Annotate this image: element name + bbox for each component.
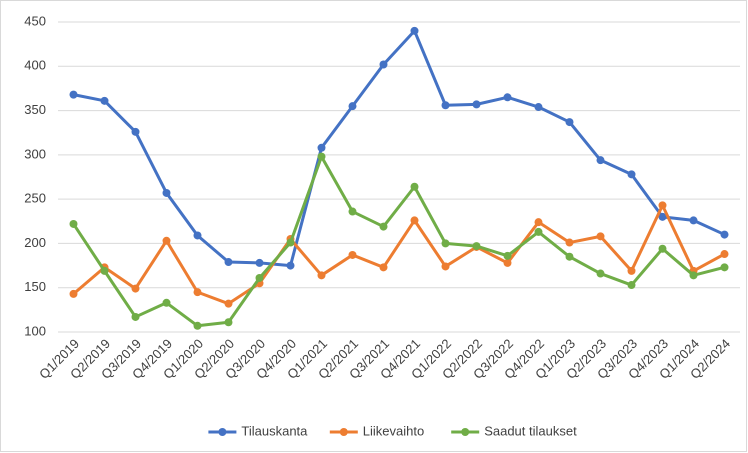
data-point	[131, 127, 140, 136]
data-point	[348, 250, 357, 259]
series-line	[72, 203, 726, 306]
data-point	[255, 258, 264, 267]
data-point	[193, 231, 202, 240]
legend-label: Saadut tilaukset	[484, 423, 577, 438]
data-point	[410, 26, 419, 35]
data-point	[379, 60, 388, 69]
y-tick-label: 450	[24, 13, 46, 28]
data-point	[69, 289, 78, 298]
data-point	[534, 218, 543, 227]
data-point	[534, 227, 543, 236]
data-point	[720, 230, 729, 239]
data-point	[224, 258, 233, 267]
data-point	[627, 266, 636, 275]
data-point	[627, 281, 636, 290]
data-point	[348, 102, 357, 111]
data-point	[286, 261, 295, 270]
data-point	[69, 219, 78, 228]
data-point	[410, 216, 419, 225]
data-point	[162, 298, 171, 307]
data-point	[441, 101, 450, 110]
data-point	[224, 318, 233, 327]
y-tick-label: 200	[24, 235, 46, 250]
legend-label: Liikevaihto	[363, 423, 424, 438]
data-point	[689, 271, 698, 280]
data-point	[596, 232, 605, 241]
data-point	[224, 299, 233, 308]
data-point	[596, 269, 605, 278]
y-tick-label: 150	[24, 279, 46, 294]
data-point	[658, 244, 667, 253]
data-point	[720, 250, 729, 259]
data-point	[100, 266, 109, 275]
data-point	[565, 238, 574, 247]
legend-marker	[461, 428, 470, 436]
data-point	[379, 222, 388, 231]
data-point	[658, 212, 667, 221]
y-tick-label: 350	[24, 102, 46, 117]
data-point	[69, 90, 78, 99]
data-point	[441, 239, 450, 248]
y-tick-label: 400	[24, 58, 46, 73]
data-point	[503, 251, 512, 260]
data-point	[317, 143, 326, 152]
data-point	[162, 188, 171, 197]
data-point	[565, 118, 574, 127]
data-point	[131, 312, 140, 321]
data-point	[255, 273, 264, 282]
legend-marker	[339, 428, 348, 436]
y-tick-label: 300	[24, 146, 46, 161]
data-point	[503, 93, 512, 102]
data-point	[317, 271, 326, 280]
data-point	[131, 284, 140, 293]
data-point	[627, 170, 636, 179]
data-point	[472, 100, 481, 109]
data-point	[472, 242, 481, 251]
data-point	[596, 156, 605, 165]
y-tick-label: 250	[24, 191, 46, 206]
data-point	[379, 263, 388, 272]
series-line	[72, 155, 725, 328]
data-point	[193, 288, 202, 297]
data-point	[441, 262, 450, 271]
data-point	[193, 321, 202, 330]
data-point	[286, 238, 295, 247]
data-point	[317, 152, 326, 161]
data-point	[162, 236, 171, 245]
data-point	[534, 103, 543, 112]
data-point	[658, 201, 667, 210]
data-point	[720, 263, 729, 272]
series-line	[73, 29, 726, 268]
data-point	[100, 96, 109, 105]
data-point	[503, 258, 512, 267]
legend-label: Tilauskanta	[241, 423, 308, 438]
data-point	[689, 216, 698, 225]
legend-marker	[218, 428, 227, 436]
data-point	[348, 207, 357, 216]
y-tick-label: 100	[24, 323, 46, 338]
data-point	[410, 182, 419, 191]
data-point	[565, 252, 574, 261]
